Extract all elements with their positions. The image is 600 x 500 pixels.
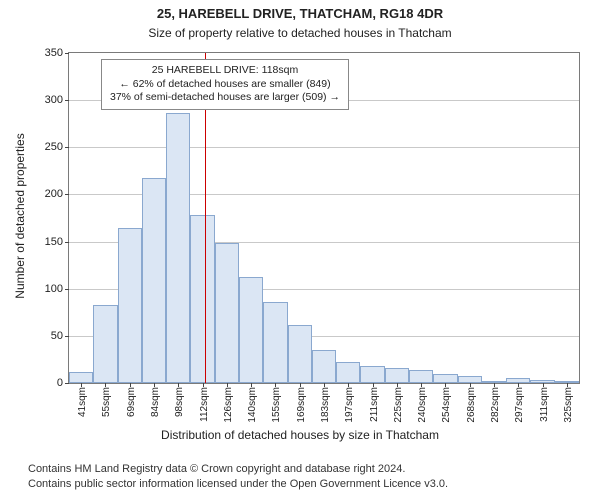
footer-line: Contains HM Land Registry data © Crown c…	[28, 462, 448, 477]
x-tick-label: 282sqm	[490, 387, 501, 423]
footer-line: Contains public sector information licen…	[28, 477, 448, 492]
x-tick-label: 126sqm	[223, 387, 234, 423]
histogram-bar	[288, 325, 312, 383]
histogram-bar	[336, 362, 360, 383]
y-axis-title: Number of detached properties	[13, 51, 27, 381]
x-tick-label: 268sqm	[466, 387, 477, 423]
figure: 25, HAREBELL DRIVE, THATCHAM, RG18 4DR S…	[0, 0, 600, 500]
annotation-line: 37% of semi-detached houses are larger (…	[110, 91, 340, 105]
x-tick-label: 41sqm	[77, 387, 88, 417]
histogram-bar	[93, 305, 117, 383]
y-tick-label: 150	[45, 236, 69, 248]
y-tick-label: 0	[57, 377, 69, 389]
chart-title-line2: Size of property relative to detached ho…	[0, 26, 600, 40]
y-tick-label: 350	[45, 47, 69, 59]
x-tick-label: 155sqm	[271, 387, 282, 423]
annotation-box: 25 HAREBELL DRIVE: 118sqm← 62% of detach…	[101, 59, 349, 110]
histogram-bar	[118, 228, 142, 383]
footer-attribution: Contains HM Land Registry data © Crown c…	[28, 462, 448, 492]
annotation-line: ← 62% of detached houses are smaller (84…	[110, 78, 340, 92]
histogram-bar	[360, 366, 384, 383]
histogram-bar	[433, 374, 457, 383]
x-tick-label: 254sqm	[441, 387, 452, 423]
x-tick-label: 311sqm	[539, 387, 550, 422]
y-tick-label: 50	[51, 330, 69, 342]
x-tick-label: 98sqm	[174, 387, 185, 417]
histogram-bar	[69, 372, 93, 383]
x-tick-label: 211sqm	[369, 387, 380, 422]
x-tick-label: 325sqm	[563, 387, 574, 423]
x-tick-label: 225sqm	[393, 387, 404, 423]
x-tick-label: 197sqm	[344, 387, 355, 423]
plot-area: 25 HAREBELL DRIVE: 118sqm← 62% of detach…	[68, 52, 580, 384]
gridline	[69, 147, 579, 148]
histogram-bar	[409, 370, 433, 383]
histogram-bar	[239, 277, 263, 383]
y-tick-label: 100	[45, 283, 69, 295]
x-tick-label: 69sqm	[126, 387, 137, 417]
x-axis-title: Distribution of detached houses by size …	[0, 428, 600, 442]
x-tick-label: 169sqm	[296, 387, 307, 423]
histogram-bar	[458, 376, 482, 383]
x-tick-label: 84sqm	[150, 387, 161, 417]
y-tick-label: 200	[45, 188, 69, 200]
x-tick-label: 183sqm	[320, 387, 331, 423]
annotation-line: 25 HAREBELL DRIVE: 118sqm	[110, 64, 340, 78]
histogram-bar	[190, 215, 214, 383]
x-tick-label: 297sqm	[514, 387, 525, 423]
x-tick-label: 140sqm	[247, 387, 258, 423]
x-tick-label: 112sqm	[199, 387, 210, 422]
histogram-bar	[312, 350, 336, 383]
histogram-bar	[166, 113, 190, 383]
x-tick-label: 55sqm	[101, 387, 112, 417]
histogram-bar	[263, 302, 287, 383]
y-tick-label: 300	[45, 94, 69, 106]
y-tick-label: 250	[45, 141, 69, 153]
histogram-bar	[385, 368, 409, 383]
histogram-bar	[142, 178, 166, 383]
chart-title-line1: 25, HAREBELL DRIVE, THATCHAM, RG18 4DR	[0, 6, 600, 21]
x-tick-label: 240sqm	[417, 387, 428, 423]
histogram-bar	[215, 243, 239, 383]
